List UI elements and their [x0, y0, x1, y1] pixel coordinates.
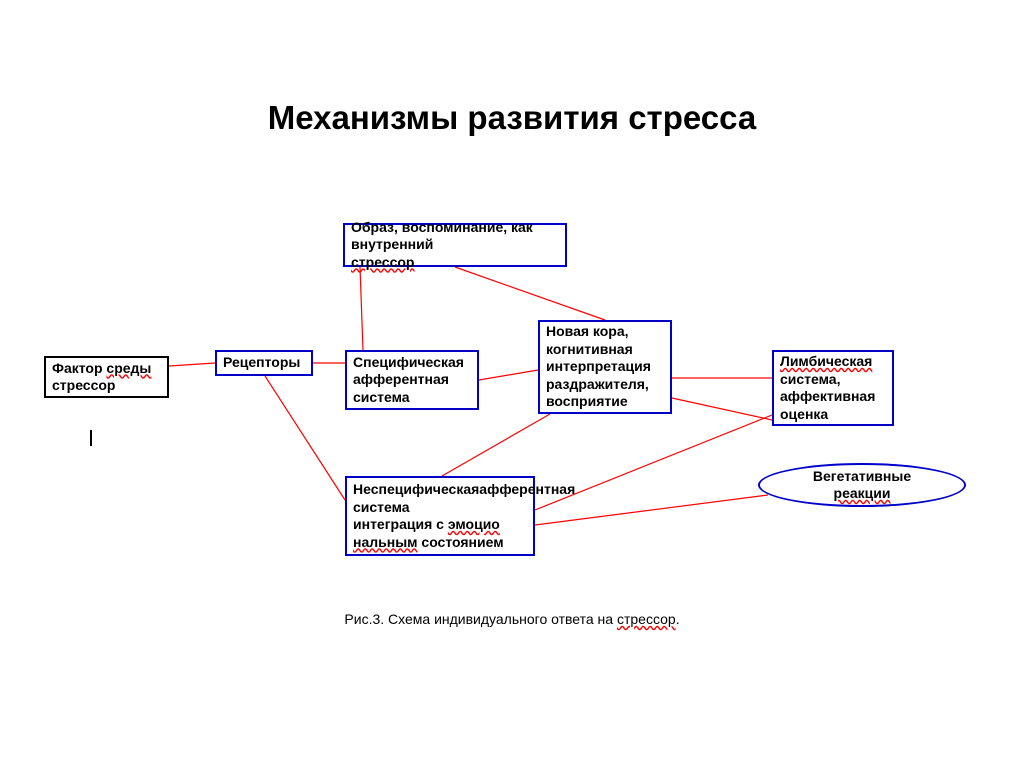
edge-faktor-receptory	[169, 363, 215, 366]
edge-nespec-kora	[442, 414, 550, 476]
edge-obraz-kora	[455, 267, 605, 320]
node-nespec: Неспецифическаяафферентная системаинтегр…	[345, 476, 535, 556]
node-obraz: Образ, воспоминание, каквнутренний стрес…	[343, 223, 567, 267]
node-veget: Вегетативные реакции	[758, 463, 966, 507]
edge-spec-kora	[479, 370, 538, 380]
figure-caption: Рис.3. Схема индивидуального ответа на с…	[0, 611, 1024, 627]
node-kora: Новая кора,когнитивнаяинтерпретацияраздр…	[538, 320, 672, 414]
edge-receptory-nespec	[265, 376, 345, 500]
node-faktor: Фактор средыстрессор	[44, 356, 169, 398]
text-caret	[90, 430, 92, 446]
page-title: Механизмы развития стресса	[0, 99, 1024, 137]
edge-obraz-spec	[360, 267, 363, 350]
node-limb: Лимбическая система,аффективнаяоценка	[772, 350, 894, 426]
node-receptory: Рецепторы	[215, 350, 313, 376]
edge-kora-limb2	[672, 398, 772, 420]
node-spec: Специфическаяафферентнаясистема	[345, 350, 479, 410]
